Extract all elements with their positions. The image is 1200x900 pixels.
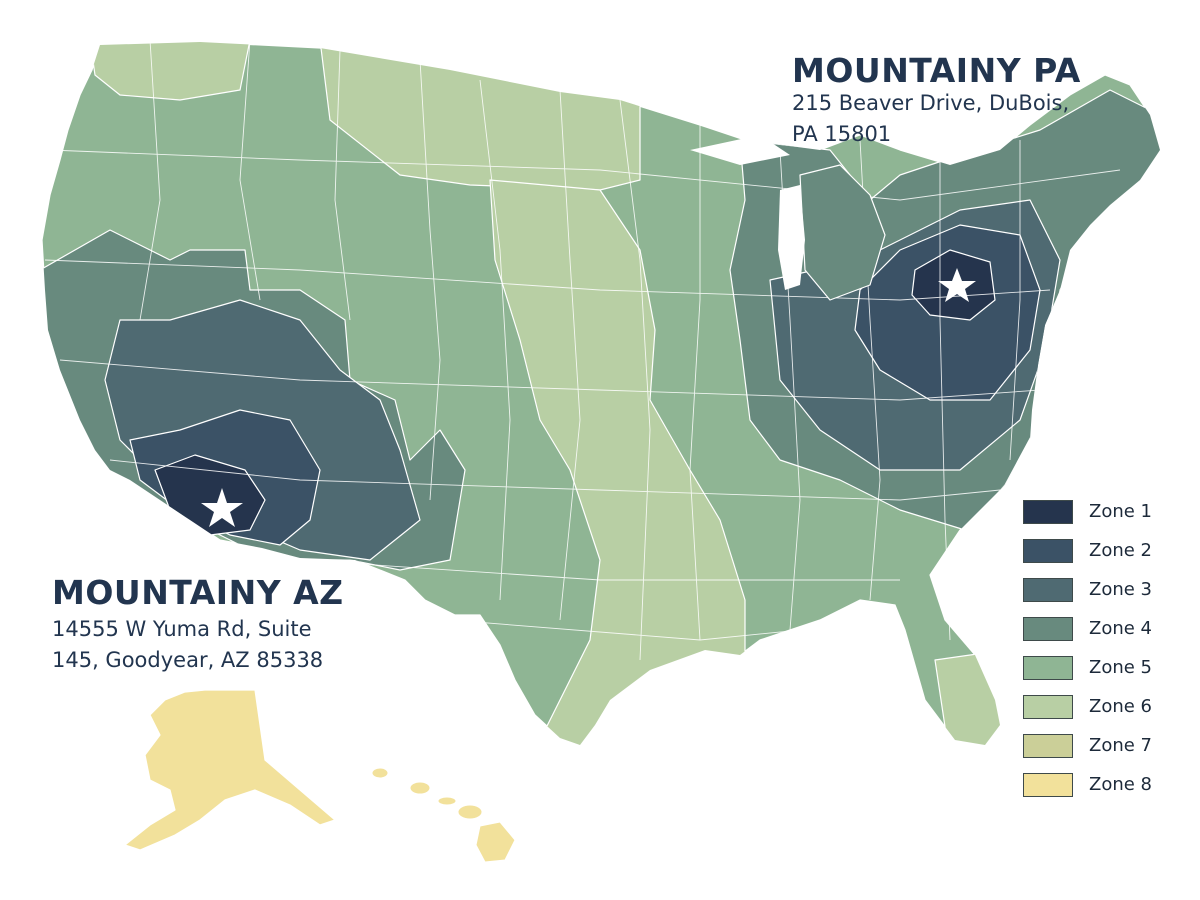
star-icon [938, 268, 976, 302]
legend-item-zone-3: Zone 3 [1023, 570, 1152, 609]
mountainy-pa-star-marker [938, 268, 976, 302]
mountainy-az-title: MOUNTAINY AZ [52, 573, 344, 612]
zone-6-northwest [89, 42, 251, 101]
legend-label: Zone 2 [1089, 540, 1152, 561]
legend-swatch [1023, 733, 1073, 758]
legend-swatch [1023, 538, 1073, 563]
legend-swatch [1023, 655, 1073, 680]
legend-item-zone-1: Zone 1 [1023, 492, 1152, 531]
hawaii-molokai [437, 796, 457, 806]
legend-item-zone-7: Zone 7 [1023, 726, 1152, 765]
zone-legend: Zone 1 Zone 2 Zone 3 Zone 4 Zone 5 Zone … [1023, 492, 1152, 804]
alaska [124, 689, 336, 851]
legend-item-zone-5: Zone 5 [1023, 648, 1152, 687]
mountainy-az-address-line1: 14555 W Yuma Rd, Suite [52, 617, 312, 641]
hawaii-oahu [409, 781, 431, 795]
legend-item-zone-8: Zone 8 [1023, 765, 1152, 804]
legend-swatch [1023, 772, 1073, 797]
contiguous-us [41, 41, 1161, 746]
zone-6-florida-tip [934, 649, 1006, 745]
hawaii [371, 767, 516, 863]
hawaii-kauai [371, 767, 389, 779]
hawaii-big-island [475, 821, 516, 863]
legend-label: Zone 5 [1089, 657, 1152, 678]
mountainy-pa-title: MOUNTAINY PA [792, 51, 1081, 90]
legend-label: Zone 8 [1089, 774, 1152, 795]
legend-item-zone-2: Zone 2 [1023, 531, 1152, 570]
legend-label: Zone 7 [1089, 735, 1152, 756]
legend-swatch [1023, 694, 1073, 719]
legend-label: Zone 6 [1089, 696, 1152, 717]
legend-swatch [1023, 499, 1073, 524]
zone-6-central-band [489, 179, 746, 745]
hawaii-maui [457, 804, 483, 820]
mountainy-pa-address: 215 Beaver Drive, DuBois, PA 15801 [792, 88, 1069, 150]
legend-label: Zone 3 [1089, 579, 1152, 600]
mountainy-az-star-marker [201, 488, 243, 527]
mountainy-pa-address-line1: 215 Beaver Drive, DuBois, [792, 91, 1070, 115]
mountainy-az-address: 14555 W Yuma Rd, Suite 145, Goodyear, AZ… [52, 614, 323, 676]
legend-item-zone-6: Zone 6 [1023, 687, 1152, 726]
lake-michigan [778, 185, 805, 290]
star-icon [201, 488, 243, 527]
michigan-lower [799, 164, 886, 301]
legend-label: Zone 4 [1089, 618, 1152, 639]
legend-item-zone-4: Zone 4 [1023, 609, 1152, 648]
legend-label: Zone 1 [1089, 501, 1152, 522]
mountainy-pa-address-line2: PA 15801 [792, 122, 892, 146]
mountainy-az-address-line2: 145, Goodyear, AZ 85338 [52, 648, 324, 672]
great-lakes [690, 135, 790, 165]
legend-swatch [1023, 577, 1073, 602]
legend-swatch [1023, 616, 1073, 641]
